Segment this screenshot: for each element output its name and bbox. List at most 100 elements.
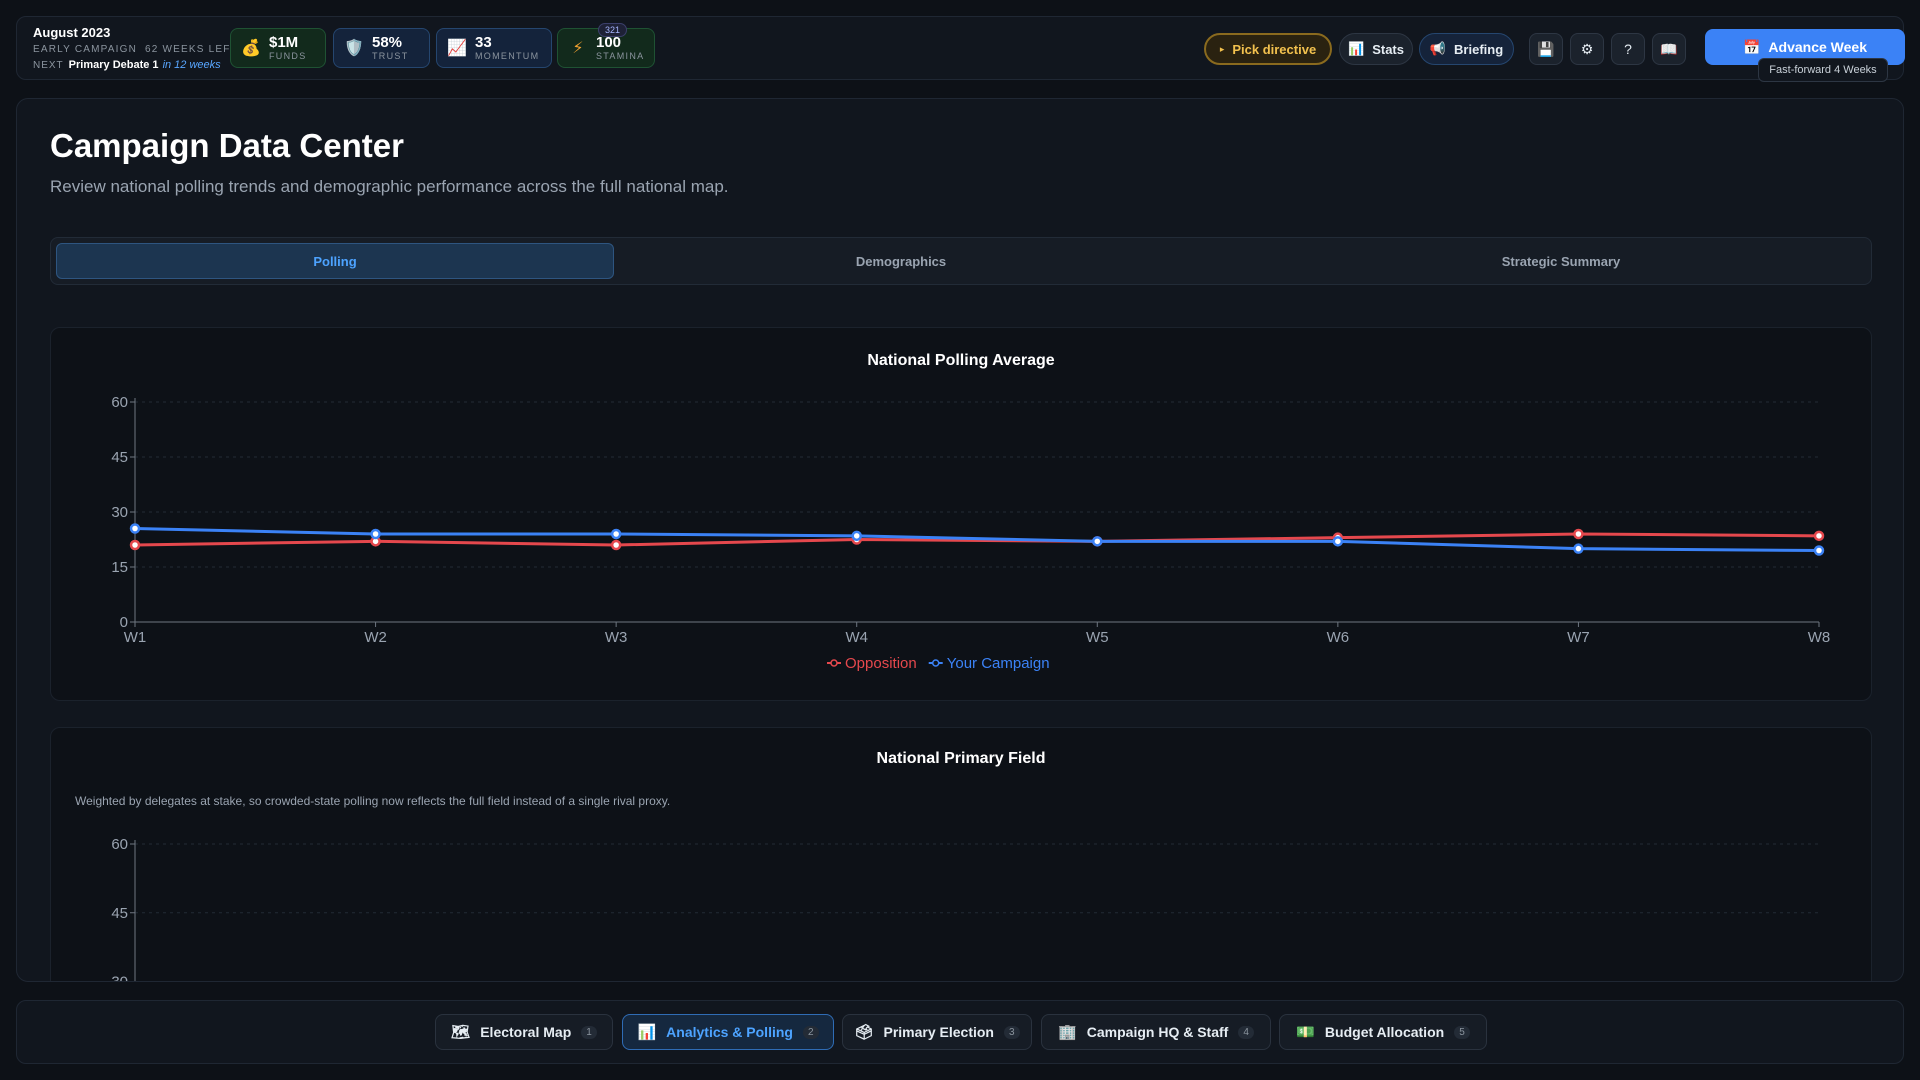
advance-week-label: Advance Week xyxy=(1768,39,1867,55)
data-point xyxy=(1573,543,1584,554)
legend-marker xyxy=(830,659,838,667)
y-tick-label: 0 xyxy=(120,614,128,631)
nav-campaign-hq-label: Campaign HQ & Staff xyxy=(1086,1024,1229,1040)
x-tick-label: W2 xyxy=(364,629,387,646)
national-polling-card: National Polling Average 0 15 30 45 60 W1 W2 W3… xyxy=(50,327,1872,701)
guide-button[interactable]: 📖 xyxy=(1652,33,1686,65)
data-point xyxy=(851,530,862,542)
funds-label: FUNDS xyxy=(269,50,307,61)
series-line-1 xyxy=(134,527,1820,552)
play-icon: ▸ xyxy=(1219,43,1225,54)
data-point xyxy=(1573,528,1584,540)
data-point xyxy=(1813,530,1825,542)
x-tick-label: W8 xyxy=(1808,629,1831,646)
nav-primary-election-label: Primary Election xyxy=(883,1024,994,1040)
nav-shortcut-5: 5 xyxy=(1454,1025,1470,1039)
y-tick-label: 15 xyxy=(111,559,128,576)
legend-marker xyxy=(931,659,940,667)
money-bag-icon: 💰 xyxy=(241,40,261,57)
nav-shortcut-3: 3 xyxy=(1003,1025,1020,1039)
phase-label: EARLY CAMPAIGN xyxy=(33,44,138,55)
ballot-box-icon: 🗳 xyxy=(854,1024,874,1041)
national-polling-chart: 0 15 30 45 60 W1 W2 W3 W4 W5 W6 W7 W8 Opposition Your … xyxy=(111,394,1831,672)
x-tick-label: W4 xyxy=(845,629,868,646)
x-tick-label: W7 xyxy=(1567,629,1590,646)
stats-label: Stats xyxy=(1372,41,1404,57)
shield-icon: 🛡️ xyxy=(344,40,364,57)
nav-primary-election[interactable]: 🗳 Primary Election 3 xyxy=(842,1014,1032,1050)
data-point xyxy=(1813,545,1825,556)
data-point xyxy=(610,539,622,551)
data-point xyxy=(610,528,622,540)
y-tick-label: 30 xyxy=(111,504,128,521)
page-title: Campaign Data Center xyxy=(50,127,404,164)
y-tick-label: 45 xyxy=(111,449,128,466)
stamina-label: STAMINA xyxy=(596,50,645,61)
data-point xyxy=(129,539,141,551)
y-tick-label: 30 xyxy=(111,974,128,983)
data-point xyxy=(370,528,381,540)
cash-icon: 💵 xyxy=(1296,1024,1315,1041)
help-button[interactable]: ? xyxy=(1611,33,1645,65)
nav-campaign-hq[interactable]: 🏢 Campaign HQ & Staff 4 xyxy=(1041,1014,1271,1050)
nav-shortcut-2: 2 xyxy=(802,1025,819,1039)
next-event-name: Primary Debate 1 xyxy=(68,59,159,71)
page-subtitle: Review national polling trends and demog… xyxy=(50,177,729,196)
series-line-0 xyxy=(134,532,1820,547)
national-polling-title: National Polling Average xyxy=(867,352,1055,369)
bar-chart-icon: 📊 xyxy=(1348,41,1365,56)
map-icon: 🗺 xyxy=(451,1024,471,1041)
next-label: NEXT xyxy=(33,60,64,71)
momentum-stat[interactable]: 📈 33 MOMENTUM xyxy=(436,28,552,68)
nav-budget-allocation[interactable]: 💵 Budget Allocation 5 xyxy=(1279,1014,1487,1050)
nav-electoral-map-label: Electoral Map xyxy=(480,1024,572,1040)
fast-forward-button[interactable]: Fast-forward 4 Weeks xyxy=(1758,58,1888,82)
tab-demographics[interactable]: Demographics xyxy=(855,253,947,269)
trust-value: 58% xyxy=(372,33,403,51)
megaphone-icon: 📢 xyxy=(1429,41,1447,56)
trust-stat[interactable]: 🛡️ 58% TRUST xyxy=(333,28,430,68)
nav-budget-allocation-label: Budget Allocation xyxy=(1324,1024,1445,1040)
next-event-when: in 12 weeks xyxy=(162,59,221,71)
bar-chart-icon: 📊 xyxy=(637,1024,657,1041)
momentum-value: 33 xyxy=(475,33,492,51)
stamina-stat[interactable]: ⚡ 100 STAMINA 321 xyxy=(557,23,655,68)
legend-label: Your Campaign xyxy=(947,655,1050,672)
current-date: August 2023 xyxy=(33,25,111,40)
floppy-disk-icon: 💾 xyxy=(1537,40,1555,57)
lightning-icon: ⚡ xyxy=(572,40,584,57)
funds-value: $1M xyxy=(269,33,299,51)
tab-bar: Polling Demographics Strategic Summary xyxy=(50,237,1872,285)
top-bar: August 2023 EARLY CAMPAIGN 62 WEEKS LEFT … xyxy=(16,16,1905,80)
stamina-badge: 321 xyxy=(598,23,628,37)
briefing-button[interactable]: 📢 Briefing xyxy=(1419,33,1514,65)
data-center-panel: Campaign Data Center Review national pol… xyxy=(16,98,1904,982)
nav-analytics-polling[interactable]: 📊 Analytics & Polling 2 xyxy=(622,1014,834,1050)
weeks-left: 62 WEEKS LEFT xyxy=(145,44,238,55)
campaign-phase: EARLY CAMPAIGN 62 WEEKS LEFT xyxy=(33,44,237,55)
date-block: August 2023 EARLY CAMPAIGN 62 WEEKS LEFT … xyxy=(33,25,237,71)
legend-label: Opposition xyxy=(845,655,917,672)
trend-chart-icon: 📈 xyxy=(447,40,467,57)
y-tick-label: 45 xyxy=(111,905,128,922)
funds-stat[interactable]: 💰 $1M FUNDS xyxy=(230,28,326,68)
settings-button[interactable]: ⚙ xyxy=(1570,33,1604,65)
y-tick-label: 60 xyxy=(111,394,128,411)
save-button[interactable]: 💾 xyxy=(1529,33,1563,65)
x-tick-label: W3 xyxy=(605,629,628,646)
stamina-value: 100 xyxy=(596,33,622,51)
question-mark-icon: ? xyxy=(1624,41,1632,57)
nav-electoral-map[interactable]: 🗺 Electoral Map 1 xyxy=(435,1014,613,1050)
primary-field-title: National Primary Field xyxy=(876,750,1046,767)
data-point xyxy=(129,523,141,534)
primary-field-card: National Primary Field Weighted by deleg… xyxy=(50,727,1872,983)
y-tick-label: 60 xyxy=(111,836,128,853)
stats-button[interactable]: 📊 Stats xyxy=(1339,33,1413,65)
bottom-nav: 🗺 Electoral Map 1 📊 Analytics & Polling … xyxy=(16,1000,1904,1064)
pick-directive-button[interactable]: ▸ Pick directive xyxy=(1204,33,1332,65)
nav-analytics-polling-label: Analytics & Polling xyxy=(666,1024,793,1040)
tab-polling[interactable]: Polling xyxy=(56,243,614,279)
primary-field-note: Weighted by delegates at stake, so crowd… xyxy=(75,794,671,808)
trust-label: TRUST xyxy=(372,50,409,61)
tab-strategic-summary[interactable]: Strategic Summary xyxy=(1501,253,1621,269)
